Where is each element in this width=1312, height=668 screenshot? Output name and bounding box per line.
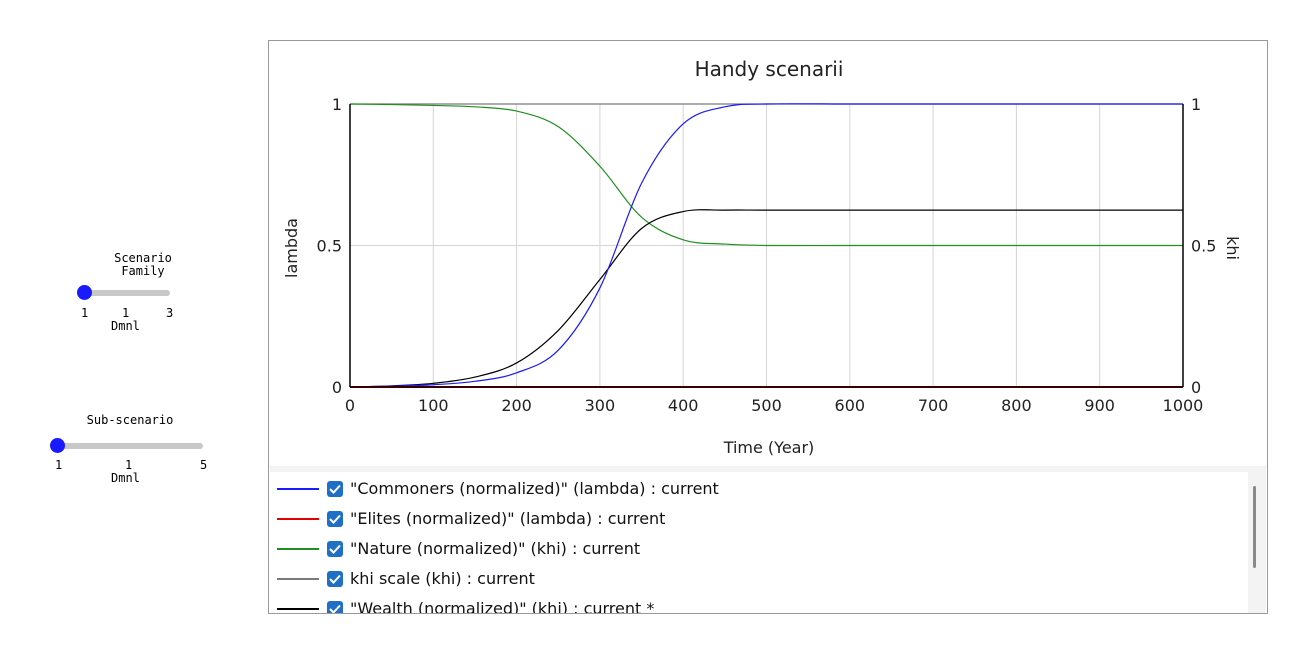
checkbox-checked-icon[interactable] — [327, 571, 343, 587]
legend-scrollbar[interactable] — [1253, 486, 1256, 568]
legend-item-commoners[interactable]: "Commoners (normalized)" (lambda) : curr… — [270, 474, 1248, 504]
legend-swatch — [277, 608, 319, 610]
checkbox-checked-icon[interactable] — [327, 541, 343, 557]
y-axis-label-left: lambda — [282, 218, 301, 278]
scenario-family-max: 3 — [166, 306, 174, 320]
legend-swatch — [277, 578, 319, 580]
checkbox-checked-icon[interactable] — [327, 511, 343, 527]
sub-scenario-value: 1 — [125, 458, 133, 472]
scenario-family-unit: Dmnl — [111, 319, 140, 333]
scenario-family-min: 1 — [81, 306, 89, 320]
legend-item-khi-scale[interactable]: khi scale (khi) : current — [270, 564, 1248, 594]
y-tick-label-right: 1 — [1191, 95, 1201, 114]
x-tick-label: 100 — [418, 396, 449, 415]
chart-title: Handy scenarii — [695, 57, 844, 81]
legend-panel: "Commoners (normalized)" (lambda) : curr… — [270, 466, 1266, 614]
scenario-family-slider-track[interactable] — [80, 290, 170, 296]
checkbox-checked-icon[interactable] — [327, 601, 343, 613]
x-tick-label: 500 — [751, 396, 782, 415]
y-tick-label-right: 0.5 — [1191, 237, 1216, 256]
legend-item-nature[interactable]: "Nature (normalized)" (khi) : current — [270, 534, 1248, 564]
legend-label: "Commoners (normalized)" (lambda) : curr… — [350, 479, 719, 498]
scenario-family-title: Scenario Family — [114, 251, 172, 278]
x-tick-label: 0 — [345, 396, 355, 415]
sub-scenario-title: Sub-scenario — [86, 413, 174, 427]
sub-scenario-slider-track[interactable] — [53, 443, 203, 449]
y-tick-label-left: 0.5 — [317, 237, 342, 256]
x-tick-label: 300 — [585, 396, 616, 415]
series-line-0 — [349, 103, 1183, 388]
scenario-family-slider-handle[interactable] — [77, 285, 92, 300]
checkbox-checked-icon[interactable] — [327, 481, 343, 497]
legend-label: "Elites (normalized)" (lambda) : current — [350, 509, 666, 528]
x-tick-label: 200 — [501, 396, 532, 415]
x-tick-label: 600 — [835, 396, 866, 415]
legend-item-elites[interactable]: "Elites (normalized)" (lambda) : current — [270, 504, 1248, 534]
series-line-4 — [349, 209, 1184, 388]
scenario-family-value: 1 — [122, 306, 130, 320]
y-axis-label-right: khi — [1223, 236, 1242, 260]
legend-swatch — [277, 518, 319, 520]
y-tick-label-left: 1 — [332, 95, 342, 114]
x-tick-label: 1000 — [1163, 396, 1204, 415]
series-line-2 — [349, 103, 1183, 247]
sub-scenario-max: 5 — [200, 458, 208, 472]
sub-scenario-min: 1 — [55, 458, 63, 472]
x-tick-label: 900 — [1084, 396, 1115, 415]
sub-scenario-unit: Dmnl — [111, 471, 140, 485]
x-tick-label: 700 — [918, 396, 949, 415]
legend-label: "Nature (normalized)" (khi) : current — [350, 539, 641, 558]
x-tick-label: 800 — [1001, 396, 1032, 415]
legend-swatch — [277, 548, 319, 550]
legend-label: "Wealth (normalized)" (khi) : current * — [350, 599, 655, 614]
y-tick-label-left: 0 — [332, 378, 342, 397]
sub-scenario-slider-handle[interactable] — [50, 438, 65, 453]
legend-swatch — [277, 488, 319, 490]
legend-list[interactable]: "Commoners (normalized)" (lambda) : curr… — [270, 472, 1248, 614]
x-tick-label: 400 — [668, 396, 699, 415]
legend-label: khi scale (khi) : current — [350, 569, 535, 588]
y-tick-label-right: 0 — [1191, 378, 1201, 397]
x-axis-label: Time (Year) — [723, 438, 815, 457]
legend-item-wealth[interactable]: "Wealth (normalized)" (khi) : current * — [270, 594, 1248, 614]
